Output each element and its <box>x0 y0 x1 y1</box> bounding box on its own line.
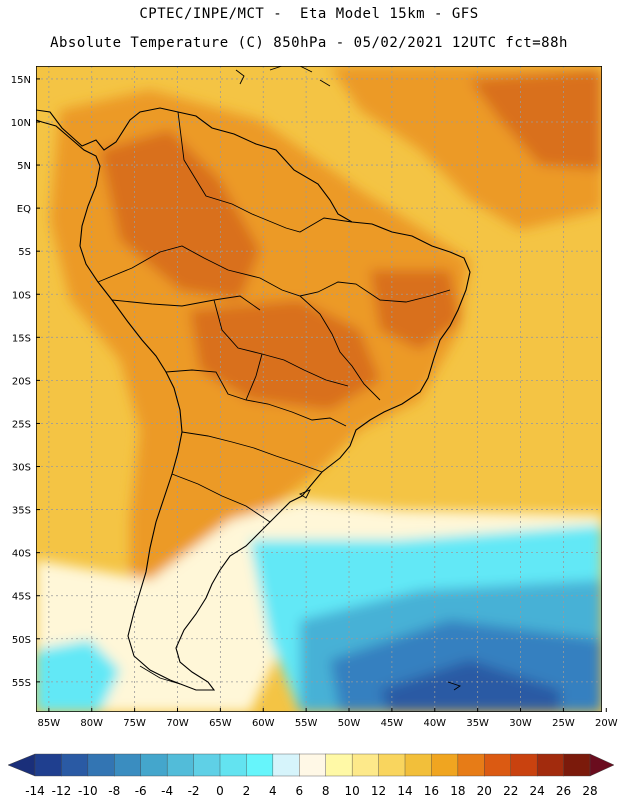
colorbar-label: 26 <box>556 784 571 798</box>
lon-tick-label: 60W <box>252 718 275 729</box>
colorbar-swatch <box>34 753 62 777</box>
colorbar-swatch <box>457 753 485 777</box>
colorbar-label: -6 <box>135 784 147 798</box>
field-cold-core-3 <box>380 660 560 712</box>
lon-tick-label: 50W <box>338 718 361 729</box>
colorbar-swatch <box>140 753 168 777</box>
colorbar-swatch <box>351 753 380 777</box>
colorbar-label: 24 <box>530 784 545 798</box>
lat-tick-label: 50S <box>12 635 31 646</box>
colorbar-label: 0 <box>216 784 224 798</box>
islands <box>139 66 462 691</box>
lat-tick-label: 15S <box>12 333 31 344</box>
lon-tick-label: 55W <box>295 718 318 729</box>
colorbar-swatch <box>563 753 591 777</box>
field-hot-core-northeast <box>370 270 460 350</box>
lat-tick-label: EQ <box>17 204 31 215</box>
colorbar-label: 12 <box>371 784 386 798</box>
colorbar-swatch <box>61 753 89 777</box>
lon-tick-label: 20W <box>595 718 618 729</box>
colorbar-swatch <box>246 753 274 777</box>
map-title: CPTEC/INPE/MCT - Eta Model 15km - GFS <box>139 6 479 22</box>
colorbar-under-triangle <box>7 753 36 777</box>
colorbar-label: -12 <box>52 784 72 798</box>
lon-tick-label: 65W <box>209 718 232 729</box>
colorbar-label: 16 <box>424 784 439 798</box>
lon-tick-label: 40W <box>423 718 446 729</box>
latitude-axis: 15N 10N 5N EQ 5S 10S 15S 20S 25S 30S 35S 40S 45S 50S 5… <box>11 75 40 689</box>
colorbar-swatch <box>404 753 432 777</box>
lon-tick-label: 85W <box>38 718 61 729</box>
colorbar-label: 2 <box>243 784 251 798</box>
colorbar-label: 6 <box>295 784 303 798</box>
longitude-axis: 85W 80W 75W 70W 65W 60W 55W 50W 45W 40W 35W 30W 25W 2… <box>38 708 618 729</box>
graticule <box>36 66 602 712</box>
lat-tick-label: 5S <box>18 247 31 258</box>
colorbar-label: 18 <box>450 784 465 798</box>
colorbar-swatch <box>510 753 538 777</box>
colorbar-label: 4 <box>269 784 277 798</box>
lon-tick-label: 75W <box>123 718 146 729</box>
lat-tick-label: 5N <box>17 161 31 172</box>
lon-tick-label: 35W <box>466 718 489 729</box>
colorbar-label: 10 <box>345 784 360 798</box>
colorbar-swatch <box>272 753 300 777</box>
colorbar-label: -4 <box>161 784 173 798</box>
map-subtitle: Absolute Temperature (C) 850hPa - 05/02/… <box>50 35 568 51</box>
lat-tick-label: 15N <box>11 75 31 86</box>
south-america-coastline <box>36 107 471 691</box>
lat-tick-label: 10N <box>11 118 31 129</box>
lon-tick-label: 45W <box>381 718 404 729</box>
lat-tick-label: 45S <box>12 592 31 603</box>
colorbar <box>7 753 615 777</box>
colorbar-swatch <box>193 753 221 777</box>
colorbar-swatch <box>484 753 512 777</box>
colorbar-swatch <box>536 753 565 777</box>
colorbar-swatch <box>378 753 406 777</box>
field-southwest-cold <box>36 640 120 712</box>
colorbar-swatch <box>87 753 115 777</box>
lat-tick-label: 35S <box>12 506 31 517</box>
temperature-field <box>36 66 602 712</box>
colorbar-label: 22 <box>503 784 518 798</box>
colorbar-labels: -14 -12 -10 -8 -6 -4 -2 0 2 4 6 8 10 12 14 16 18 20 22 24 26… <box>25 784 597 798</box>
field-hot-core-central <box>190 300 380 410</box>
colorbar-label: 8 <box>322 784 330 798</box>
field-north-atlantic-hot <box>470 70 602 170</box>
lat-tick-label: 10S <box>12 290 31 301</box>
colorbar-label: -14 <box>25 784 45 798</box>
lon-tick-label: 30W <box>509 718 532 729</box>
lat-tick-label: 25S <box>12 419 31 430</box>
lon-tick-label: 70W <box>166 718 189 729</box>
country-borders <box>97 111 451 523</box>
colorbar-swatch <box>431 753 459 777</box>
colorbar-label: -10 <box>78 784 98 798</box>
colorbar-over-triangle <box>589 753 615 777</box>
lon-tick-label: 80W <box>80 718 103 729</box>
colorbar-label: 28 <box>582 784 597 798</box>
colorbar-swatch <box>325 753 353 777</box>
colorbar-swatch <box>114 753 142 777</box>
lat-tick-label: 30S <box>12 463 31 474</box>
colorbar-swatch <box>299 753 327 777</box>
lat-tick-label: 20S <box>12 376 31 387</box>
colorbar-label: 20 <box>477 784 492 798</box>
colorbar-swatch <box>166 753 195 777</box>
lon-tick-label: 25W <box>552 718 575 729</box>
colorbar-label: -8 <box>108 784 120 798</box>
lat-tick-label: 40S <box>12 549 31 560</box>
lat-tick-label: 55S <box>12 678 31 689</box>
colorbar-label: -2 <box>188 784 200 798</box>
colorbar-swatch <box>219 753 247 777</box>
colorbar-label: 14 <box>397 784 412 798</box>
